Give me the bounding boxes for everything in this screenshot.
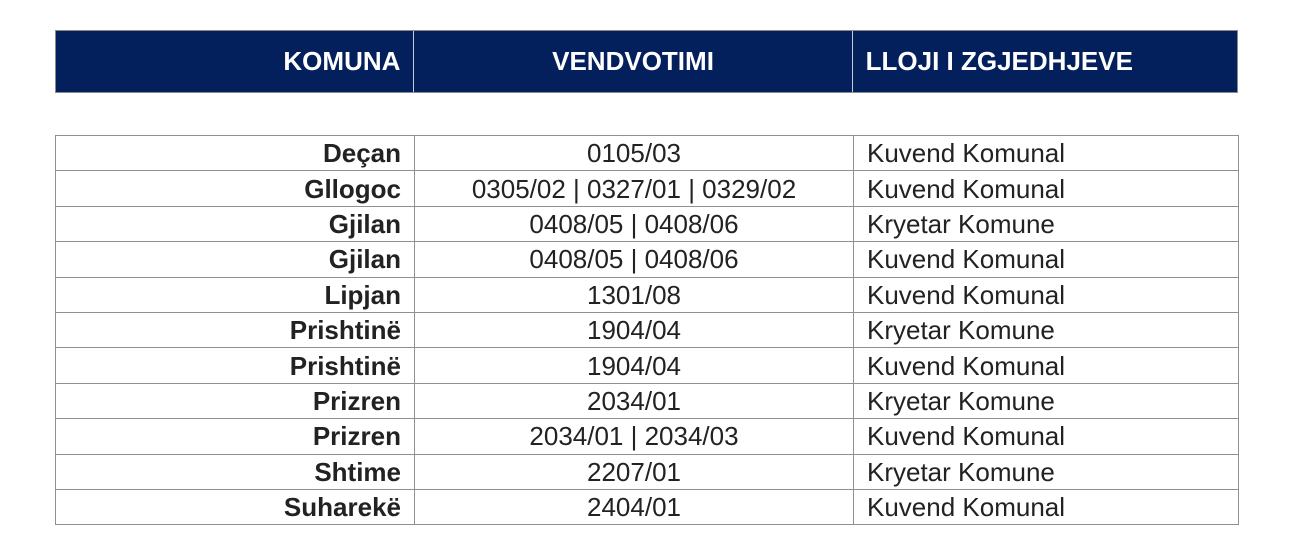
vendvotimi-cell: 2207/01 [414,453,854,490]
vendvotimi-cell: 0105/03 [414,134,854,172]
komuna-cell: Suharekë [55,488,415,526]
table-row: Prishtinë 1904/04 Kuvend Komunal [55,347,1239,384]
vendvotimi-cell: 0408/05 | 0408/06 [414,241,854,278]
table-row: Gllogoc 0305/02 | 0327/01 | 0329/02 Kuvend… [55,170,1239,207]
vendvotimi-cell: 1904/04 [414,347,854,384]
komuna-cell: Gjilan [55,241,415,278]
table-row: Prizren 2034/01 | 2034/03 Kuvend Komunal [55,418,1239,455]
lloji-cell: Kuvend Komunal [853,134,1239,172]
lloji-cell: Kryetar Komune [853,205,1239,243]
lloji-cell: Kuvend Komunal [853,488,1239,526]
header-komuna: KOMUNA [56,31,415,92]
lloji-cell: Kuvend Komunal [853,347,1239,384]
table-row: Prishtinë 1904/04 Kryetar Komune [55,311,1239,349]
vendvotimi-cell: 2404/01 [414,488,854,526]
komuna-cell: Lipjan [55,276,415,313]
komuna-cell: Shtime [55,453,415,490]
komuna-cell: Gllogoc [55,170,415,207]
lloji-cell: Kryetar Komune [853,311,1239,349]
vendvotimi-cell: 1904/04 [414,311,854,349]
table-row: Gjilan 0408/05 | 0408/06 Kuvend Komunal [55,241,1239,278]
lloji-cell: Kuvend Komunal [853,276,1239,313]
lloji-cell: Kuvend Komunal [853,241,1239,278]
komuna-cell: Prishtinë [55,347,415,384]
lloji-cell: Kryetar Komune [853,382,1239,420]
komuna-cell: Prizren [55,382,415,420]
table-row: Gjilan 0408/05 | 0408/06 Kryetar Komune [55,205,1239,243]
vendvotimi-cell: 1301/08 [414,276,854,313]
header-lloji: LLOJI I ZGJEDHJEVE [865,46,1133,76]
komuna-cell: Gjilan [55,205,415,243]
komuna-cell: Prishtinë [55,311,415,349]
lloji-cell: Kryetar Komune [853,453,1239,490]
lloji-cell: Kuvend Komunal [853,170,1239,207]
komuna-cell: Prizren [55,418,415,455]
table-header: KOMUNA VENDVOTIMI LLOJI I ZGJEDHJEVE [55,30,1238,93]
vendvotimi-cell: 2034/01 | 2034/03 [414,418,854,455]
results-table: Deçan 0105/03 Kuvend Komunal Gllogoc 0305/02… [55,134,1239,526]
table-row: Prizren 2034/01 Kryetar Komune [55,382,1239,420]
komuna-cell: Deçan [55,134,415,172]
lloji-cell: Kuvend Komunal [853,418,1239,455]
table-row: Deçan 0105/03 Kuvend Komunal [55,134,1239,172]
table-row: Shtime 2207/01 Kryetar Komune [55,453,1239,490]
table-row: Suharekë 2404/01 Kuvend Komunal [55,488,1239,526]
vendvotimi-cell: 0408/05 | 0408/06 [414,205,854,243]
table-row: Lipjan 1301/08 Kuvend Komunal [55,276,1239,313]
vendvotimi-cell: 0305/02 | 0327/01 | 0329/02 [414,170,854,207]
vendvotimi-cell: 2034/01 [414,382,854,420]
header-vendvotimi: VENDVOTIMI [414,31,853,92]
